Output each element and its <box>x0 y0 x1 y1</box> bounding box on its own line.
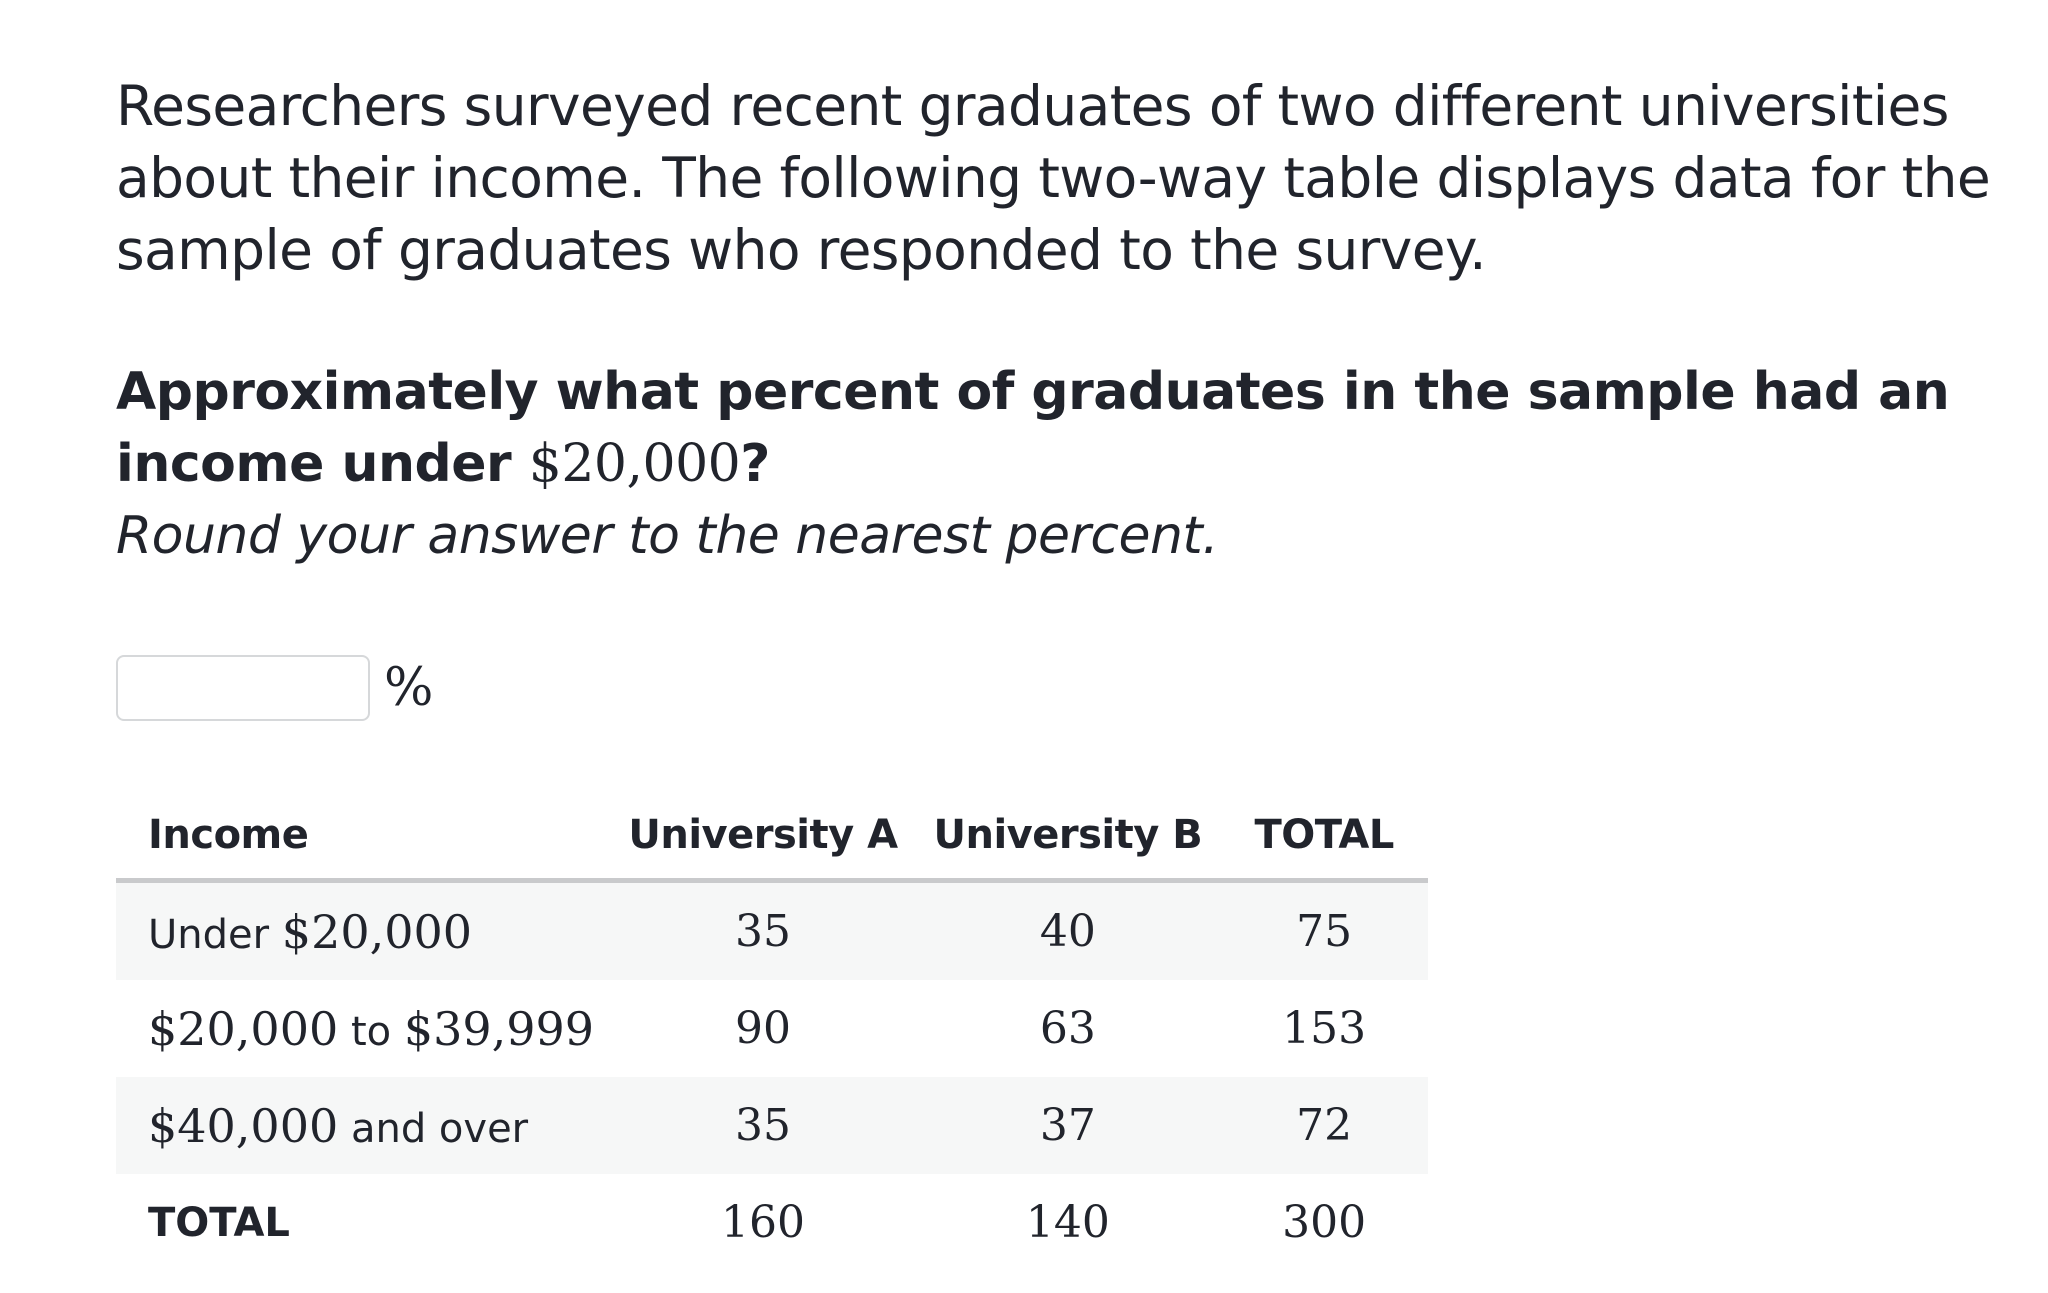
table-row: $40,000 and over 35 37 72 <box>116 1077 1428 1174</box>
row-label-amount-2: $39,999 <box>403 1001 595 1056</box>
total-university-b: 140 <box>1025 1197 1110 1248</box>
row-label-pre: Under <box>148 911 282 958</box>
income-table: Income University A University B TOTAL U… <box>116 792 1428 1271</box>
header-university-b: University B <box>915 792 1221 883</box>
table-total-row: TOTAL 160 140 300 <box>116 1174 1428 1271</box>
question-text: Approximately what percent of graduates … <box>116 356 2016 500</box>
answer-input[interactable] <box>116 655 370 721</box>
cell-university-b: 37 <box>915 1077 1221 1174</box>
answer-row: % <box>116 652 2016 724</box>
row-label-mid: to <box>338 1008 404 1055</box>
row-label-amount: $20,000 <box>281 904 473 959</box>
rounding-instruction: Round your answer to the nearest percent… <box>116 506 1219 566</box>
row-label-post: and over <box>338 1105 529 1152</box>
table-row: $20,000 to $39,999 90 63 153 <box>116 980 1428 1077</box>
cell-university-b: 63 <box>1039 1003 1096 1054</box>
row-label: $20,000 to $39,999 <box>116 980 611 1077</box>
percent-unit: % <box>384 658 434 718</box>
question-text-before: Approximately what percent of graduates … <box>116 362 1950 494</box>
table-header-row: Income University A University B TOTAL <box>116 792 1428 883</box>
question-amount: $20,000 <box>528 434 741 494</box>
cell-university-a: 35 <box>610 1077 916 1174</box>
header-income: Income <box>116 792 611 883</box>
cell-university-b: 40 <box>915 880 1221 980</box>
cell-university-a: 35 <box>610 880 916 980</box>
header-total: TOTAL <box>1220 792 1428 883</box>
cell-total: 153 <box>1282 1003 1367 1054</box>
table-row: Under $20,000 35 40 75 <box>116 880 1428 980</box>
row-label-amount: $20,000 <box>148 1001 339 1056</box>
total-university-a: 160 <box>721 1197 805 1248</box>
problem-container: Researchers surveyed recent graduates of… <box>116 70 2016 724</box>
cell-total: 72 <box>1220 1077 1428 1174</box>
question-text-after: ? <box>740 434 770 494</box>
header-university-a: University A <box>610 792 916 883</box>
row-label-amount: $40,000 <box>148 1098 339 1153</box>
total-row-label: TOTAL <box>148 1199 290 1246</box>
cell-total: 75 <box>1220 880 1428 980</box>
row-label: Under $20,000 <box>116 880 611 980</box>
grand-total: 300 <box>1282 1197 1367 1248</box>
intro-text: Researchers surveyed recent graduates of… <box>116 74 1991 282</box>
row-label: $40,000 and over <box>116 1077 611 1174</box>
cell-university-a: 90 <box>734 1003 791 1054</box>
